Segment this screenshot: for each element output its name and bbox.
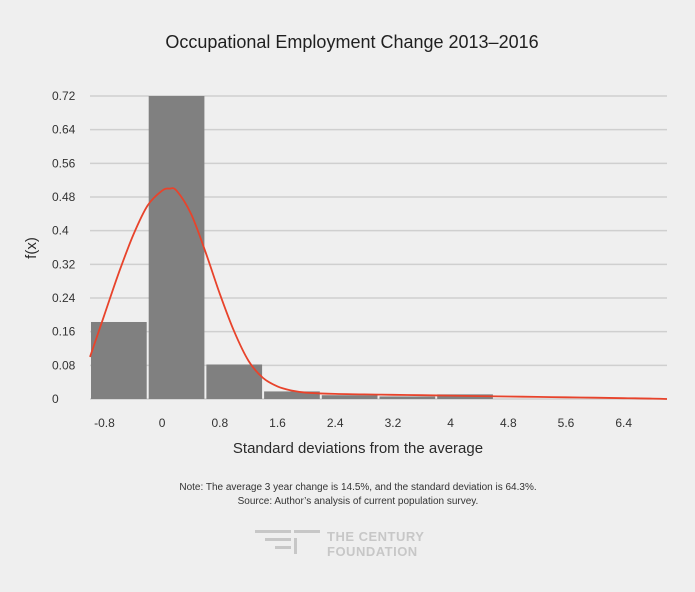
chart-title: Occupational Employment Change 2013–2016 — [165, 32, 538, 52]
histogram-bar — [91, 321, 147, 399]
x-tick-label: 0.8 — [211, 416, 228, 430]
y-tick-label: 0.16 — [52, 325, 76, 339]
x-tick-labels: -0.8 0 0.8 1.6 2.4 3.2 4 4.8 5.6 6.4 — [94, 416, 632, 430]
histogram-bar — [379, 396, 436, 399]
density-curve-layer — [89, 187, 668, 400]
x-tick-label: 4 — [447, 416, 454, 430]
y-tick-label: 0.4 — [52, 224, 69, 238]
y-tick-label: 0.24 — [52, 291, 76, 305]
histogram-bar — [321, 395, 378, 399]
y-tick-label: 0.64 — [52, 123, 76, 137]
histogram-bar — [148, 96, 205, 399]
note-text: Note: The average 3 year change is 14.5%… — [179, 482, 536, 493]
x-axis-label: Standard deviations from the average — [233, 440, 483, 457]
x-tick-label: 2.4 — [327, 416, 344, 430]
histogram-bar — [264, 391, 320, 399]
logo-text-line2: FOUNDATION — [327, 544, 418, 559]
x-tick-label: 0 — [159, 416, 166, 430]
y-tick-label: 0 — [52, 392, 59, 406]
century-foundation-logo-icon — [255, 530, 320, 554]
x-tick-label: 4.8 — [500, 416, 517, 430]
y-tick-label: 0.32 — [52, 257, 76, 271]
y-tick-label: 0.72 — [52, 89, 76, 103]
logo-text-line1: THE CENTURY — [327, 529, 424, 544]
x-tick-label: 6.4 — [615, 416, 632, 430]
y-tick-label: 0.56 — [52, 156, 76, 170]
source-text: Source: Author’s analysis of current pop… — [238, 496, 479, 507]
x-tick-label: 5.6 — [558, 416, 575, 430]
histogram-bar — [206, 364, 263, 399]
y-axis-label: f(x) — [23, 237, 40, 259]
histogram-bars — [91, 96, 493, 399]
y-tick-label: 0.48 — [52, 190, 76, 204]
y-tick-labels: 0 0.08 0.16 0.24 0.32 0.4 0.48 0.56 0.64 0.72 — [52, 89, 76, 406]
density-curve — [89, 187, 668, 400]
x-tick-label: 3.2 — [385, 416, 402, 430]
x-tick-label: 1.6 — [269, 416, 286, 430]
x-tick-label: -0.8 — [94, 416, 115, 430]
y-tick-label: 0.08 — [52, 358, 76, 372]
